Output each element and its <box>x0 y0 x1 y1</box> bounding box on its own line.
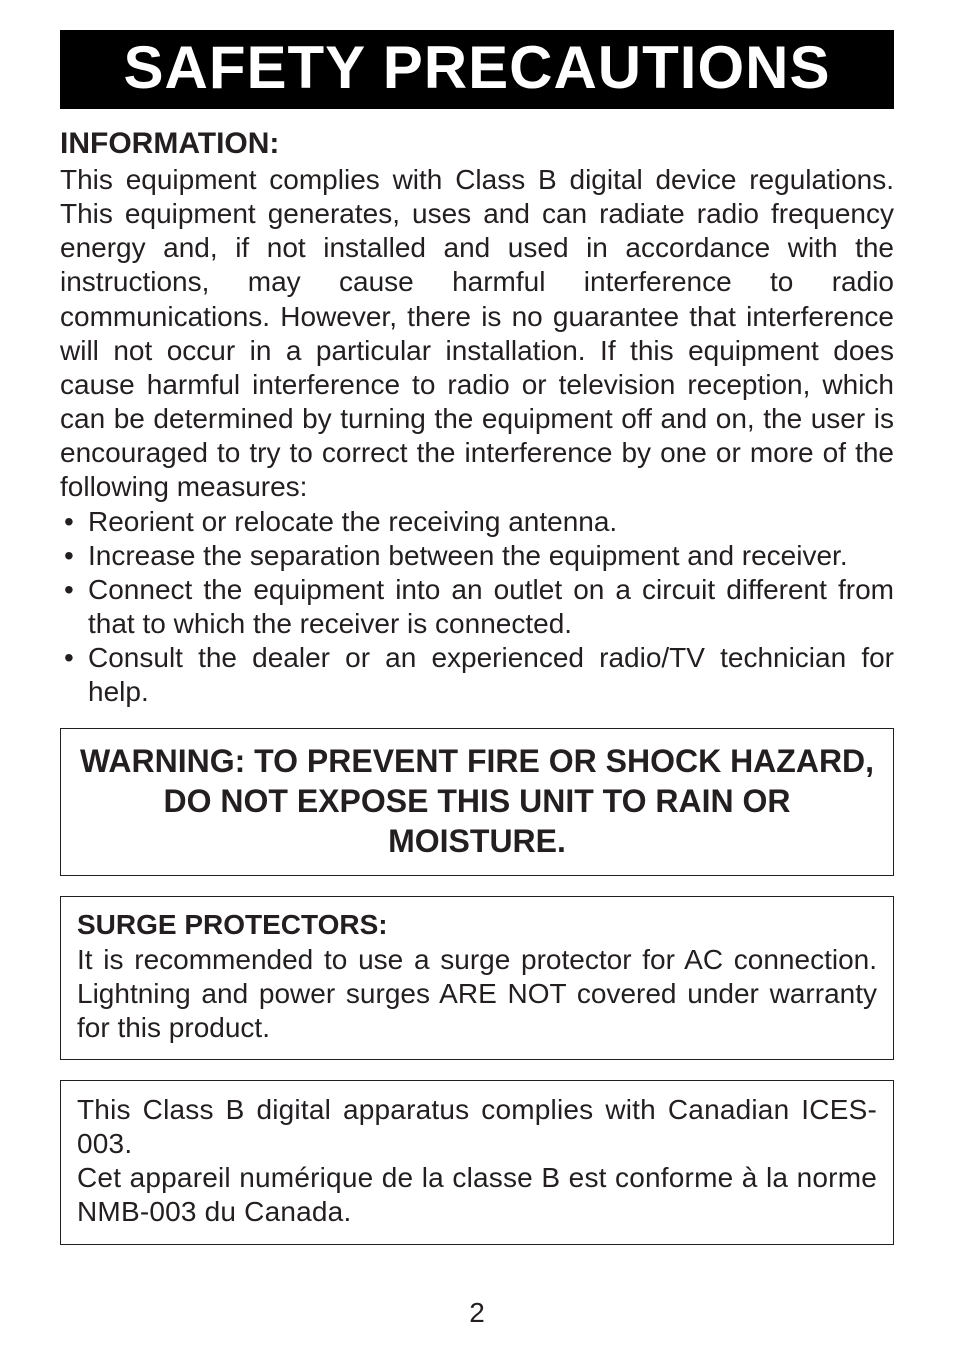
canada-en: This Class B digital apparatus complies … <box>77 1093 877 1161</box>
surge-heading: SURGE PROTECTORS: <box>77 909 877 941</box>
warning-box: WARNING: TO PREVENT FIRE OR SHOCK HAZARD… <box>60 728 894 876</box>
surge-body: It is recommended to use a surge protect… <box>77 943 877 1045</box>
information-body: This equipment complies with Class B dig… <box>60 163 894 505</box>
information-heading: INFORMATION: <box>60 127 894 161</box>
list-item: Reorient or relocate the receiving anten… <box>60 505 894 539</box>
list-item: Increase the separation between the equi… <box>60 539 894 573</box>
canada-box: This Class B digital apparatus complies … <box>60 1080 894 1245</box>
page-title: SAFETY PRECAUTIONS <box>124 34 831 101</box>
warning-text: WARNING: TO PREVENT FIRE OR SHOCK HAZARD… <box>75 741 879 861</box>
page-number: 2 <box>0 1297 954 1329</box>
list-item: Consult the dealer or an experienced rad… <box>60 641 894 709</box>
page: SAFETY PRECAUTIONS INFORMATION: This equ… <box>0 0 954 1363</box>
measures-list: Reorient or relocate the receiving anten… <box>60 505 894 710</box>
surge-box: SURGE PROTECTORS: It is recommended to u… <box>60 896 894 1060</box>
canada-fr: Cet appareil numérique de la classe B es… <box>77 1161 877 1229</box>
list-item: Connect the equipment into an outlet on … <box>60 573 894 641</box>
page-title-bar: SAFETY PRECAUTIONS <box>60 30 894 109</box>
